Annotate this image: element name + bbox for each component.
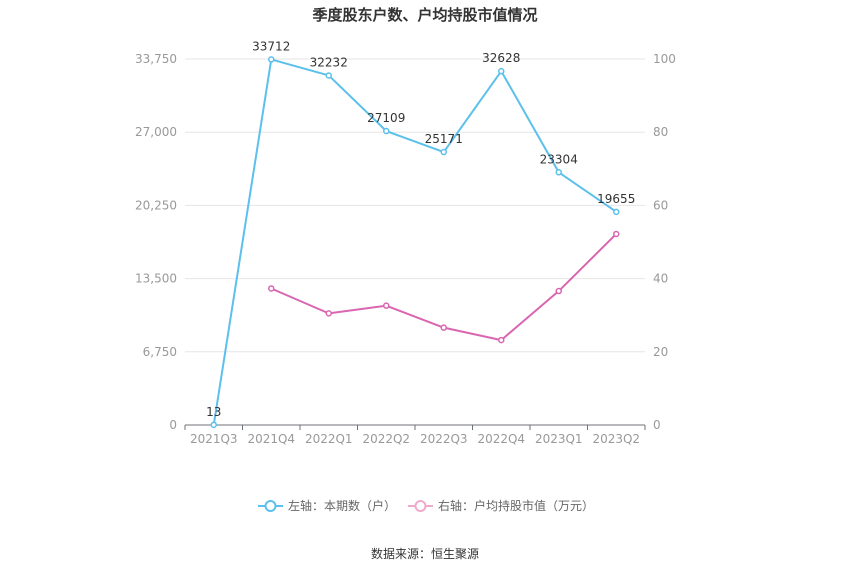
y-right-tick-label: 80 (653, 125, 668, 139)
source-note: 数据来源：恒生聚源 (371, 546, 479, 561)
data-point (268, 56, 275, 63)
data-point (440, 324, 447, 331)
data-point (440, 148, 447, 156)
x-tick-label: 2023Q1 (535, 432, 583, 446)
y-right-tick-label: 60 (653, 198, 668, 212)
y-right-tick-label: 20 (653, 345, 668, 359)
data-point (498, 67, 505, 75)
data-labels: 13 33712 32232 27109 25171 32628 23304 19655 (206, 39, 635, 418)
series-line-2 (270, 233, 617, 342)
data-point (325, 72, 332, 79)
legend-label-1: 左轴：本期数（户） (288, 498, 396, 513)
data-label: 32232 (310, 55, 348, 69)
legend-marker-2 (414, 500, 427, 512)
data-point (613, 208, 620, 216)
data-label: 19655 (597, 192, 635, 206)
x-tick-label: 2021Q3 (190, 432, 238, 446)
chart-title: 季度股东户数、户均持股市值情况 (312, 6, 537, 24)
data-point (325, 310, 332, 317)
series-line-1 (212, 58, 617, 426)
x-tick-label: 2022Q3 (420, 432, 468, 446)
y-right-tick-label: 0 (653, 418, 661, 432)
x-tick-label: 2022Q4 (477, 432, 525, 446)
data-point (555, 169, 562, 176)
data-label: 13 (206, 405, 221, 419)
y-left-tick-label: 0 (169, 418, 177, 432)
data-point (268, 285, 275, 292)
y-left-tick-label: 13,500 (135, 272, 177, 286)
data-point (555, 287, 562, 295)
data-label: 32628 (482, 51, 520, 65)
data-label: 27109 (367, 111, 405, 125)
data-point (613, 230, 620, 238)
y-left-tick-label: 33,750 (135, 52, 177, 66)
data-point (498, 336, 505, 344)
y-right-tick-label: 100 (653, 52, 676, 66)
x-tick-label: 2023Q2 (592, 432, 640, 446)
grid (185, 58, 645, 353)
data-label: 33712 (252, 39, 290, 53)
data-label: 23304 (540, 152, 578, 166)
y-left-tick-label: 27,000 (135, 125, 177, 139)
axes: 0 0 6,750 20 13,500 40 20,250 60 27,000 80 33,750 1… (135, 52, 676, 446)
data-point (210, 421, 217, 429)
y-left-tick-label: 20,250 (135, 198, 177, 212)
data-label: 25171 (425, 132, 463, 146)
x-tick-label: 2022Q2 (362, 432, 410, 446)
series-layer (210, 56, 620, 429)
legend-marker-1 (264, 500, 277, 512)
legend-label-2: 右轴：户均持股市值（万元） (438, 498, 594, 513)
data-point (383, 127, 390, 135)
data-point (383, 302, 390, 309)
legend: 左轴：本期数（户） 右轴：户均持股市值（万元） (258, 498, 594, 513)
x-tick-label: 2021Q4 (247, 432, 295, 446)
y-right-tick-label: 40 (653, 272, 668, 286)
y-left-tick-label: 6,750 (143, 345, 177, 359)
x-tick-label: 2022Q1 (305, 432, 353, 446)
